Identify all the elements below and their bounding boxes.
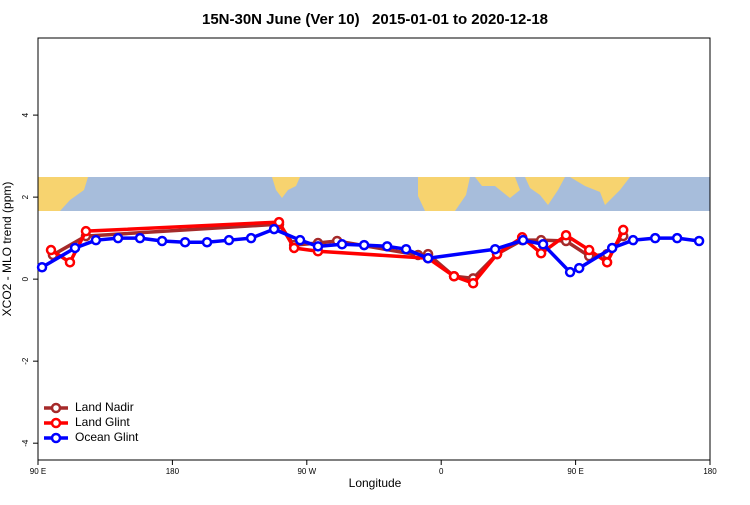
y-tick-label: 4	[21, 112, 30, 117]
x-tick-label: 90 W	[297, 467, 316, 476]
data-point	[564, 266, 576, 278]
data-point	[617, 224, 629, 236]
data-point	[381, 241, 393, 252]
data-point	[223, 234, 235, 246]
legend-marker	[50, 402, 62, 414]
y-tick-label: 0	[21, 276, 30, 281]
data-point	[64, 257, 76, 268]
data-point	[606, 242, 618, 254]
data-point	[649, 232, 661, 244]
data-point	[156, 235, 168, 247]
data-point	[80, 225, 92, 237]
x-tick-label: 90 E	[30, 467, 46, 476]
series-line	[41, 227, 700, 274]
data-point	[517, 234, 529, 246]
data-point	[45, 244, 57, 256]
data-point	[601, 257, 613, 268]
data-point	[400, 243, 412, 255]
legend-marker	[50, 432, 62, 444]
data-point	[273, 216, 285, 228]
data-point	[69, 242, 81, 254]
x-tick-label: 0	[439, 467, 444, 476]
data-point	[312, 241, 324, 252]
data-point	[535, 248, 547, 259]
data-point	[537, 239, 549, 250]
data-point	[627, 234, 639, 246]
y-tick-label: -2	[21, 357, 30, 365]
series-line	[50, 220, 625, 285]
data-point	[201, 236, 213, 248]
data-point	[179, 236, 191, 248]
data-point	[489, 243, 501, 255]
data-point	[268, 223, 280, 235]
data-point	[583, 244, 595, 256]
x-axis-label: Longitude	[349, 476, 402, 490]
plot-frame	[37, 37, 711, 461]
data-point	[560, 230, 572, 241]
legend-label: Ocean Glint	[75, 430, 139, 444]
data-point	[288, 242, 300, 254]
y-tick-label: -4	[21, 439, 30, 447]
data-point	[336, 239, 348, 250]
data-point	[573, 262, 585, 274]
chart-title: 15N-30N June (Ver 10) 2015-01-01 to 2020…	[202, 11, 548, 28]
map-band	[38, 177, 710, 211]
data-point	[358, 239, 370, 251]
x-tick-label: 90 E	[567, 467, 583, 476]
data-point	[693, 235, 705, 247]
data-point	[294, 234, 306, 246]
data-point	[134, 232, 146, 244]
data-point	[112, 232, 124, 244]
x-tick-label: 180	[703, 467, 717, 476]
x-tick-label: 180	[166, 467, 180, 476]
data-point	[422, 252, 434, 264]
y-axis-label: XCO2 - MLO trend (ppm)	[0, 182, 14, 317]
data-point	[671, 232, 683, 244]
legend-label: Land Nadir	[75, 400, 134, 414]
legend-label: Land Glint	[75, 415, 130, 429]
y-tick-label: 2	[21, 194, 30, 199]
data-point	[245, 232, 257, 244]
data-point	[36, 261, 48, 273]
data-point	[467, 277, 479, 289]
data-point	[90, 234, 102, 246]
legend-marker	[50, 417, 62, 429]
data-point	[448, 271, 460, 282]
